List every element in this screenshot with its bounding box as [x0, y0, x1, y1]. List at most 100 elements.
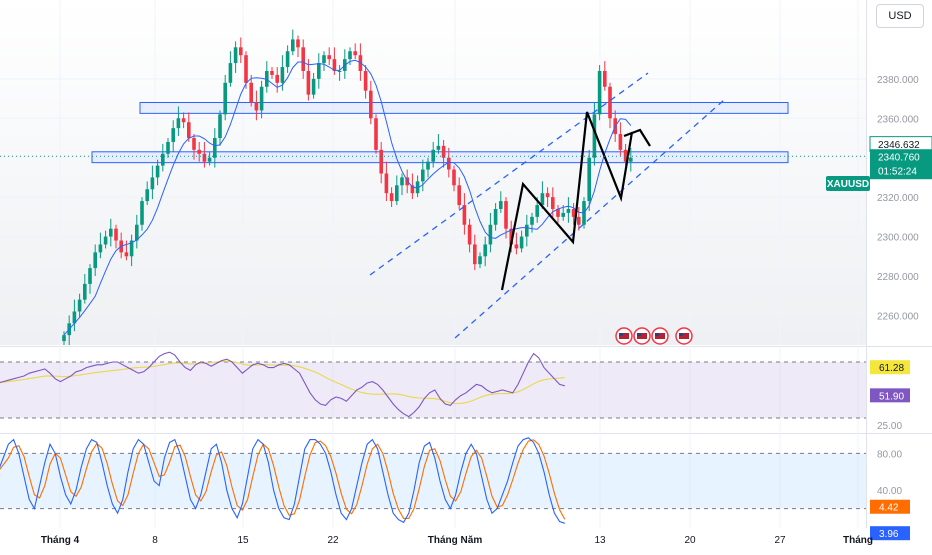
candle-body	[530, 216, 534, 225]
candle-body	[93, 252, 97, 269]
candle-body	[171, 128, 175, 142]
candle-body	[395, 185, 399, 202]
candle-body	[337, 70, 342, 72]
candle-body	[493, 208, 498, 225]
indicator-value-label: 4.42	[879, 503, 899, 514]
candle-body	[135, 224, 139, 241]
high-price-label: 2346.632	[878, 140, 920, 151]
candle-body	[197, 149, 201, 154]
candle-body	[514, 244, 519, 249]
candle-body	[109, 228, 113, 237]
candle-body	[275, 74, 279, 83]
candle-body	[306, 70, 311, 95]
channel-line	[454, 99, 725, 339]
drawings	[369, 72, 725, 339]
indicator-tick-label: 80.00	[877, 449, 902, 460]
candle-body	[103, 236, 108, 245]
candle-body	[577, 216, 581, 225]
candle-body	[296, 39, 300, 48]
candle-body	[447, 157, 451, 170]
ma-line	[63, 59, 632, 336]
indicator-tick-label: 25.00	[877, 421, 902, 432]
candle-body	[150, 177, 155, 190]
indicator-value-label: 3.96	[879, 529, 899, 540]
arrow-head	[623, 128, 651, 147]
symbol-label: XAUUSD	[827, 179, 869, 190]
candle-body	[192, 138, 196, 150]
candle-body	[436, 145, 441, 150]
time-tick-label: Tháng 4	[41, 535, 80, 546]
candle-body	[259, 86, 264, 111]
price-tick-label: 2380.000	[877, 75, 919, 86]
candle-body	[244, 55, 248, 83]
stoch-d-line	[0, 439, 566, 520]
candle-body	[441, 145, 446, 158]
time-tick-label: 22	[327, 535, 339, 546]
candle-body	[124, 252, 129, 257]
time-axis: Tháng 4 8 15 22 Tháng Năm 13 20 27 Tháng	[41, 535, 873, 546]
candle-body	[400, 177, 404, 186]
candle-body	[228, 63, 233, 83]
candle-body	[421, 169, 425, 182]
time-tick-label: 13	[594, 535, 606, 546]
candle-body	[202, 153, 207, 162]
time-tick-label: 27	[774, 535, 786, 546]
candle-body	[457, 185, 461, 206]
candle-body	[618, 134, 623, 150]
candle-body	[462, 205, 467, 225]
candle-body	[597, 70, 602, 115]
candle-body	[207, 157, 212, 162]
candle-body	[483, 244, 487, 257]
event-flag-stripe	[619, 333, 629, 339]
rsi-pane: 25.00 61.28 51.90	[0, 351, 910, 432]
indicator-value-tag	[870, 360, 910, 375]
indicator-band	[0, 453, 866, 509]
candle-body	[114, 228, 118, 241]
candle-body	[265, 70, 269, 87]
candle-body	[77, 299, 82, 312]
candle-body	[317, 63, 321, 79]
candle-body	[254, 102, 259, 111]
candle-body	[540, 193, 545, 206]
candle-body	[332, 59, 337, 71]
candle-body	[155, 165, 160, 178]
candle-body	[363, 70, 368, 91]
candle-body	[369, 90, 373, 119]
candle-body	[348, 51, 352, 60]
candle-body	[556, 208, 560, 217]
bar-countdown: 01:52:24	[878, 167, 917, 178]
stoch-pane-bg	[0, 435, 866, 527]
currency-button[interactable]: USD	[876, 4, 924, 28]
candle-body	[488, 224, 493, 245]
price-tick-label: 2300.000	[877, 233, 919, 244]
candle-body	[140, 201, 144, 225]
price-tags: XAUUSD 2346.632 2340.760 01:52:24	[0, 136, 932, 191]
indicator-tick-label: 40.00	[877, 486, 902, 497]
candle-body	[353, 51, 357, 56]
time-tick-label: Tháng Năm	[428, 535, 483, 546]
event-flag-stripe	[637, 333, 647, 339]
stochastic-pane: 80.00 40.00 4.42 3.96	[0, 437, 910, 541]
candle-body	[473, 244, 477, 265]
time-tick-label: Tháng	[843, 535, 873, 546]
candle-body	[504, 201, 508, 229]
indicator-value-label: 51.90	[879, 391, 904, 402]
candle-body	[291, 39, 295, 52]
candle-body	[213, 138, 217, 158]
event-flag-canton	[679, 333, 683, 336]
candle-body	[389, 193, 394, 202]
price-tick-label: 2280.000	[877, 272, 919, 283]
price-tick-label: 2260.000	[877, 311, 919, 322]
event-flag-canton	[619, 333, 623, 336]
last-price-label: 2340.760	[878, 153, 920, 164]
candle-body	[384, 173, 389, 194]
candle-body	[223, 82, 227, 115]
candle-body	[535, 205, 539, 217]
time-tick-label: 20	[684, 535, 696, 546]
candle-body	[249, 82, 253, 103]
candle-body	[519, 236, 524, 249]
candle-body	[62, 335, 66, 342]
candle-body	[452, 169, 456, 186]
candle-body	[379, 149, 383, 174]
